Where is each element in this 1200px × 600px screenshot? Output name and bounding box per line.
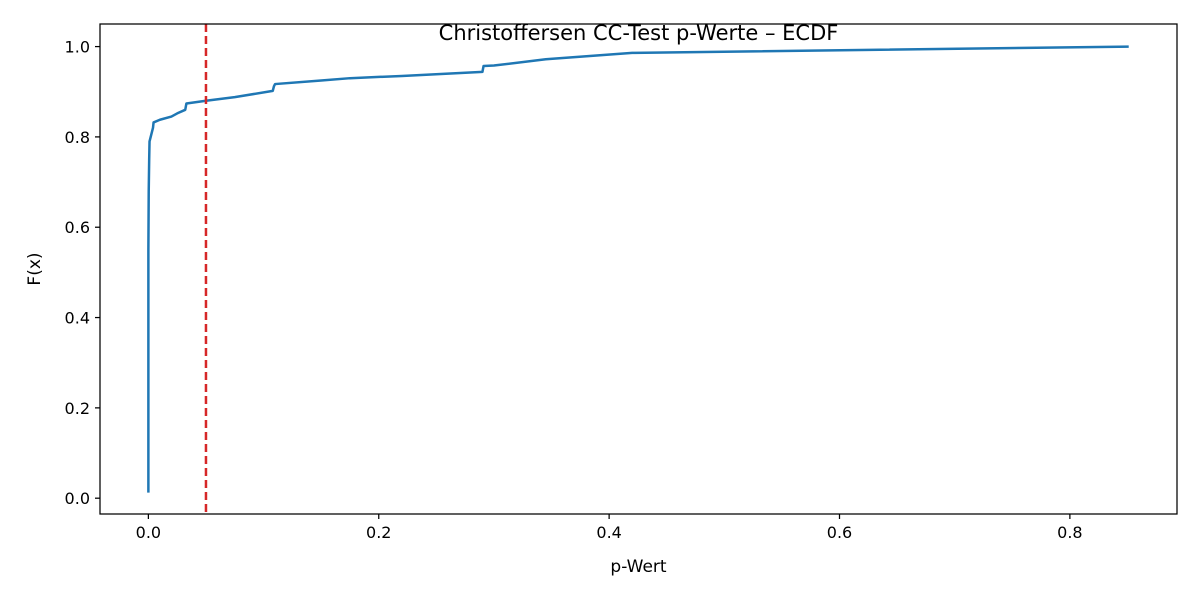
- x-axis-label: p-Wert: [610, 557, 666, 577]
- y-tick-label: 0.0: [65, 489, 90, 508]
- x-tick-label: 0.2: [366, 523, 391, 542]
- x-tick-label: 0.6: [827, 523, 852, 542]
- y-tick-label: 0.4: [65, 309, 90, 328]
- x-tick-label: 0.8: [1057, 523, 1082, 542]
- y-tick-label: 1.0: [65, 38, 90, 57]
- plot-frame: [99, 23, 1178, 515]
- chart-title: Christoffersen CC-Test p-Werte – ECDF: [439, 21, 839, 45]
- y-tick-label: 0.6: [65, 218, 90, 237]
- y-tick-label: 0.8: [65, 128, 90, 147]
- x-tick-label: 0.4: [596, 523, 621, 542]
- x-axis-ticks: 0.0 0.2 0.4 0.6 0.8: [136, 514, 1083, 542]
- ecdf-series-line: [147, 45, 1129, 493]
- x-tick-label: 0.0: [136, 523, 161, 542]
- y-axis-ticks: 0.0 0.2 0.4 0.6 0.8 1.0: [65, 38, 100, 508]
- y-axis-label: F(x): [25, 252, 45, 285]
- y-tick-label: 0.2: [65, 399, 90, 418]
